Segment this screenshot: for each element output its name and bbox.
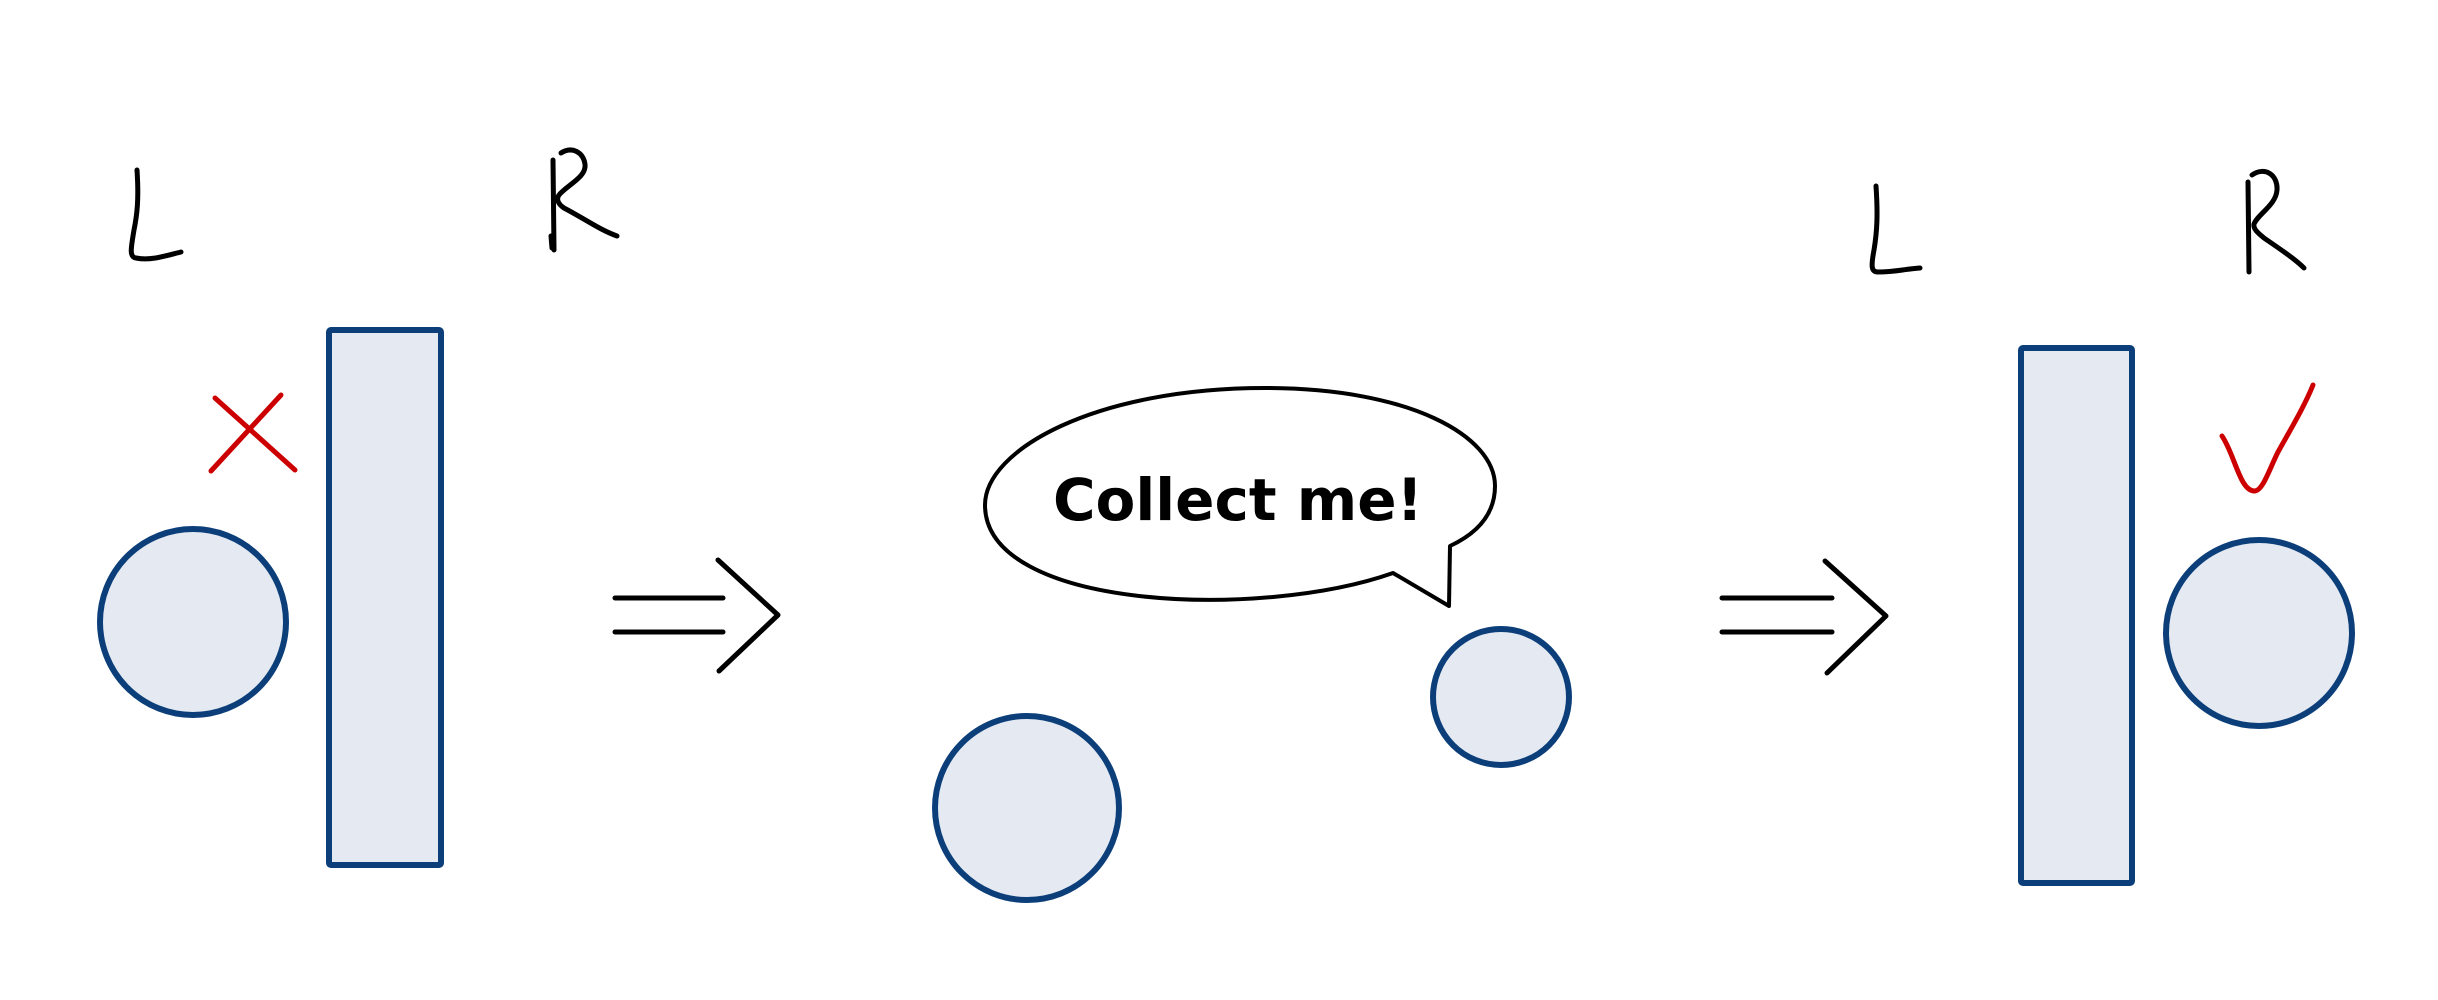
right-label-before xyxy=(548,147,620,253)
panel-middle: Collect me! xyxy=(932,386,1572,903)
panel-after xyxy=(1869,168,2355,886)
wall-after xyxy=(2018,345,2135,886)
speech-bubble: Collect me! xyxy=(983,386,1497,608)
small-ball xyxy=(1430,626,1572,768)
right-label-after xyxy=(2245,168,2307,275)
cross-mark-icon xyxy=(208,392,298,474)
check-mark-icon xyxy=(2219,382,2316,494)
wall-before xyxy=(326,327,444,868)
double-arrow-icon xyxy=(1719,558,1889,676)
ball-after xyxy=(2163,537,2355,729)
panel-before xyxy=(97,147,620,868)
speech-bubble-text: Collect me! xyxy=(1053,466,1423,534)
left-label-before xyxy=(128,167,184,262)
ball-before xyxy=(97,526,289,718)
double-arrow-icon xyxy=(612,557,781,674)
left-label-after xyxy=(1869,183,1923,275)
ball-middle xyxy=(932,713,1122,903)
